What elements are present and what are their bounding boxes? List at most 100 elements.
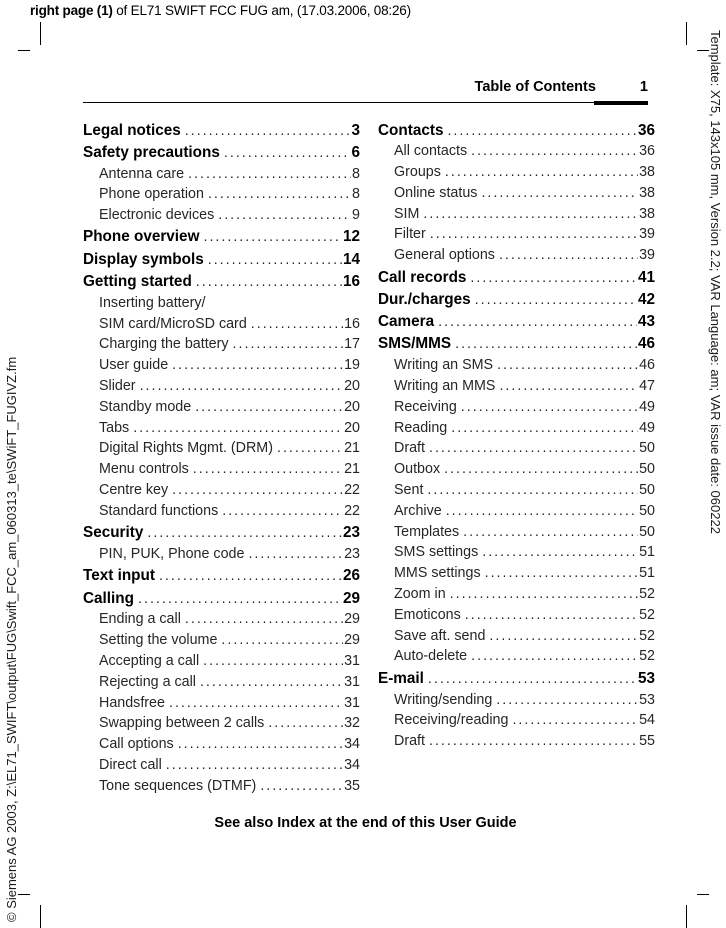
toc-entry-page: 8 [352, 186, 360, 203]
toc-entry-label: Draft [394, 733, 425, 750]
toc-entry: Auto-delete ............................… [378, 646, 655, 667]
toc-entry: MMS settings ...........................… [378, 563, 655, 584]
toc-entry-page: 9 [352, 207, 360, 224]
toc-entry-leader: ........................................… [471, 143, 639, 160]
toc-entry-page: 50 [639, 523, 655, 540]
toc-entry: Display symbols ........................… [83, 250, 360, 271]
toc-entry-page: 38 [639, 164, 655, 181]
toc-entry-label: E-mail [378, 669, 424, 687]
toc-entry-label: Templates [394, 523, 460, 540]
toc-entry: Writing/sending ........................… [378, 690, 655, 711]
toc-entry-label: Text input [83, 567, 155, 585]
toc-entry-leader: ........................................… [158, 568, 342, 585]
toc-entry-page: 52 [639, 648, 655, 665]
toc-entry-label: Receiving/reading [394, 712, 509, 729]
toc-entry-page: 22 [344, 482, 360, 499]
crop-mark-top-left-vertical [40, 22, 41, 45]
toc-entry-leader: ........................................… [184, 122, 351, 139]
toc-entry-label: All contacts [394, 143, 468, 160]
crop-mark-top-right-vertical [686, 22, 687, 45]
toc-entry-page: 46 [637, 335, 655, 353]
toc-entry: Phone overview .........................… [83, 227, 360, 248]
toc-entry-page: 16 [344, 315, 360, 332]
toc-entry-label: Display symbols [83, 250, 204, 268]
toc-entry-label: MMS settings [394, 565, 481, 582]
toc-entry-leader: ........................................… [147, 525, 342, 542]
toc-column-right: Contacts ...............................… [378, 119, 655, 752]
toc-entry-leader: ........................................… [449, 586, 638, 603]
toc-entry-label: Reading [394, 419, 448, 436]
toc-entry-label: Setting the volume [99, 632, 218, 649]
crop-mark-top-left-horizontal [18, 50, 30, 51]
toc-entry-label: Outbox [394, 461, 441, 478]
toc-entry-page: 39 [639, 247, 655, 264]
toc-entry: Standard functions .....................… [83, 501, 360, 522]
toc-entry-page: 47 [639, 378, 655, 395]
toc-entry-leader: ........................................… [192, 461, 343, 478]
toc-entry-leader: ........................................… [427, 482, 638, 499]
toc-entry-page: 52 [639, 586, 655, 603]
toc-entry-leader: ........................................… [445, 502, 639, 519]
toc-entry-leader: ........................................… [484, 565, 638, 582]
toc-entry: Dur./charges ...........................… [378, 290, 655, 311]
toc-entry: Draft ..................................… [378, 731, 655, 752]
toc-entry-label: Safety precautions [83, 143, 220, 161]
toc-entry-leader: ........................................… [463, 523, 638, 540]
toc-entry-label: Calling [83, 589, 134, 607]
toc-entry: Handsfree ..............................… [83, 693, 360, 714]
toc-entry-label: Filter [394, 226, 426, 243]
toc-entry: Swapping between 2 calls ...............… [83, 713, 360, 734]
toc-entry-leader: ........................................… [481, 184, 638, 201]
toc-entry-label: Digital Rights Mgmt. (DRM) [99, 440, 273, 457]
toc-entry-label: Receiving [394, 398, 457, 415]
toc-entry-label: Phone operation [99, 186, 204, 203]
toc-entry-leader: ........................................… [482, 544, 638, 561]
toc-entry-page: 53 [637, 669, 655, 687]
toc-entry-page: 55 [639, 733, 655, 750]
toc-entry: Slider .................................… [83, 376, 360, 397]
toc-entry: Charging the battery ...................… [83, 334, 360, 355]
toc-entry-page: 36 [637, 121, 655, 139]
toc-entry: Tabs ...................................… [83, 418, 360, 439]
right-margin-template-text: Template: X75, 143x105 mm, Version 2.2; … [708, 30, 723, 534]
file-info-page-label: right page (1) [30, 3, 113, 18]
toc-entry-page: 38 [639, 184, 655, 201]
toc-entry-label: SIM card/MicroSD card [99, 315, 247, 332]
toc-entry: Call records ...........................… [378, 268, 655, 289]
toc-entry-page: 38 [639, 205, 655, 222]
toc-entry-label: Slider [99, 378, 136, 395]
toc-entry: Online status ..........................… [378, 183, 655, 204]
toc-entry: Direct call ............................… [83, 755, 360, 776]
toc-entry-leader: ........................................… [438, 314, 637, 331]
toc-entry-page: 20 [344, 378, 360, 395]
toc-entry-leader: ........................................… [471, 648, 639, 665]
toc-entry-label: Rejecting a call [99, 673, 196, 690]
footer-note: See also Index at the end of this User G… [214, 815, 517, 831]
toc-entry: Outbox .................................… [378, 459, 655, 480]
toc-entry-page: 54 [639, 712, 655, 729]
toc-entry-label: Contacts [378, 121, 444, 139]
toc-entry-leader: ........................................… [223, 144, 351, 161]
toc-entry-page: 53 [639, 691, 655, 708]
toc-entry: User guide .............................… [83, 355, 360, 376]
toc-entry-leader: ........................................… [447, 122, 637, 139]
toc-entry-page: 31 [344, 652, 360, 669]
toc-entry: Writing an SMS .........................… [378, 355, 655, 376]
toc-entry-label: Standby mode [99, 398, 192, 415]
toc-entry-page: 26 [342, 567, 360, 585]
toc-entry-page: 29 [344, 632, 360, 649]
toc-entry-leader: ........................................… [168, 694, 343, 711]
toc-entry-leader: ........................................… [195, 274, 342, 291]
toc-entry-page: 41 [637, 268, 655, 286]
toc-entry-leader: ........................................… [474, 291, 637, 308]
toc-entry-label: Online status [394, 184, 478, 201]
toc-entry: Save aft. send .........................… [378, 626, 655, 647]
toc-entry-label: SMS settings [394, 544, 479, 561]
toc-entry-page: 46 [639, 357, 655, 374]
toc-entry: Calling ................................… [83, 589, 360, 610]
toc-entry: Templates ..............................… [378, 522, 655, 543]
toc-entry: Standby mode ...........................… [83, 397, 360, 418]
toc-entry-label: Electronic devices [99, 207, 215, 224]
toc-entry-leader: ........................................… [276, 440, 343, 457]
toc-entry: Electronic devices .....................… [83, 205, 360, 226]
